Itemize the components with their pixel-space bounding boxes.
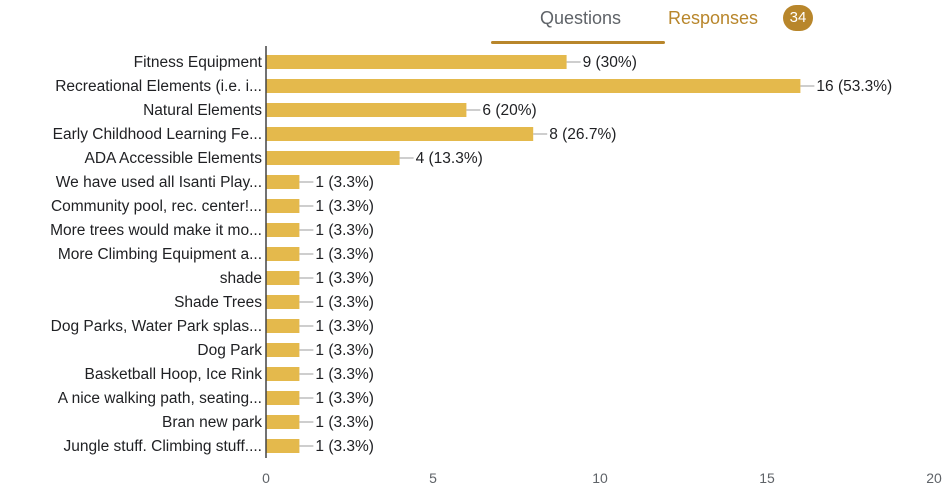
bar (266, 415, 300, 429)
bar (266, 151, 400, 165)
responses-count-badge: 34 (783, 5, 813, 31)
value-label: 1 (3.3%) (315, 294, 374, 311)
category-label: shade (220, 270, 262, 287)
bar (266, 295, 300, 309)
category-label: Dog Parks, Water Park splas... (51, 318, 262, 335)
bar (266, 367, 300, 381)
bar (266, 55, 567, 69)
category-label: More trees would make it mo... (50, 222, 262, 239)
category-label: Shade Trees (174, 294, 262, 311)
x-tick-label: 15 (759, 470, 775, 486)
value-label: 16 (53.3%) (816, 78, 892, 95)
category-label: Jungle stuff. Climbing stuff.... (64, 438, 262, 455)
bar (266, 319, 300, 333)
bar (266, 247, 300, 261)
x-tick-label: 20 (926, 470, 942, 486)
value-label: 1 (3.3%) (315, 342, 374, 359)
bar (266, 127, 534, 141)
bar (266, 223, 300, 237)
category-label: A nice walking path, seating... (58, 390, 262, 407)
value-label: 1 (3.3%) (315, 270, 374, 287)
active-tab-indicator (491, 41, 665, 44)
category-label: More Climbing Equipment a... (58, 246, 262, 263)
category-label: Dog Park (197, 342, 262, 359)
x-tick-label: 0 (262, 470, 270, 486)
value-label: 1 (3.3%) (315, 246, 374, 263)
value-label: 9 (30%) (583, 54, 637, 71)
category-label: Recreational Elements (i.e. i... (55, 78, 262, 95)
category-label: ADA Accessible Elements (85, 150, 263, 167)
value-label: 1 (3.3%) (315, 174, 374, 191)
value-label: 1 (3.3%) (315, 366, 374, 383)
bar (266, 271, 300, 285)
value-label: 1 (3.3%) (315, 318, 374, 335)
value-label: 6 (20%) (482, 102, 536, 119)
category-label: Fitness Equipment (134, 54, 263, 71)
category-label: Community pool, rec. center!... (51, 198, 262, 215)
bar (266, 391, 300, 405)
bar (266, 175, 300, 189)
category-label: Natural Elements (143, 102, 262, 119)
value-label: 1 (3.3%) (315, 222, 374, 239)
bar (266, 79, 801, 93)
tab-bar: Questions Responses 34 (0, 0, 946, 46)
value-label: 8 (26.7%) (549, 126, 616, 143)
category-label: Bran new park (162, 414, 262, 431)
tab-responses[interactable]: Responses (668, 8, 759, 28)
tab-questions[interactable]: Questions (540, 8, 622, 28)
value-label: 1 (3.3%) (315, 198, 374, 215)
bar (266, 343, 300, 357)
value-label: 1 (3.3%) (315, 414, 374, 431)
value-label: 4 (13.3%) (416, 150, 483, 167)
x-tick-label: 10 (592, 470, 608, 486)
category-label: Early Childhood Learning Fe... (53, 126, 262, 143)
bar (266, 199, 300, 213)
category-label: We have used all Isanti Play... (56, 174, 262, 191)
x-tick-label: 5 (429, 470, 437, 486)
bar (266, 103, 467, 117)
category-label: Basketball Hoop, Ice Rink (85, 366, 263, 383)
bar (266, 439, 300, 453)
value-label: 1 (3.3%) (315, 390, 374, 407)
value-label: 1 (3.3%) (315, 438, 374, 455)
